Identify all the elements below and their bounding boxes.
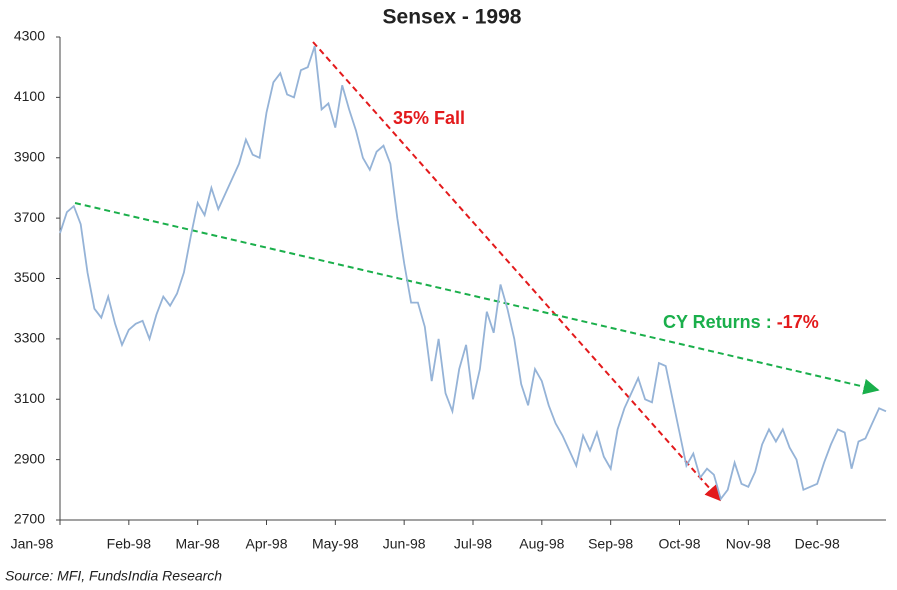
source: Source: MFI, FundsIndia Research [5,568,222,584]
x-tick-label: Mar-98 [175,536,220,552]
x-tick-label: Dec-98 [795,536,840,552]
x-tick-label: Nov-98 [726,536,771,552]
x-tick-label: Feb-98 [107,536,152,552]
y-tick-label: 3700 [14,209,45,225]
y-tick-label: 2700 [14,511,45,527]
fall-arrow [312,41,722,502]
y-tick-label: 4100 [14,88,45,104]
y-tick-label: 4300 [14,28,45,44]
x-tick-label: May-98 [312,536,359,552]
x-tick-label: Aug-98 [519,536,564,552]
y-tick-label: 3500 [14,269,45,285]
fall-label: 35% Fall [393,108,465,128]
y-tick-label: 3900 [14,148,45,164]
y-tick-label: 3300 [14,330,45,346]
x-tick-label: Jan-98 [11,536,54,552]
x-tick-label: Jul-98 [454,536,492,552]
y-tick-label: 2900 [14,450,45,466]
returns-value: -17% [777,312,819,332]
x-tick-label: Oct-98 [658,536,700,552]
x-tick-label: Apr-98 [245,536,287,552]
returns-label: CY Returns : -17% [663,312,819,332]
chart-title: Sensex - 1998 [383,6,522,29]
returns-arrow [74,202,880,395]
series-line [59,45,887,501]
y-tick-label: 3100 [14,390,45,406]
x-tick-label: Sep-98 [588,536,633,552]
x-tick-label: Jun-98 [383,536,426,552]
returns-text: CY Returns : [663,312,777,332]
